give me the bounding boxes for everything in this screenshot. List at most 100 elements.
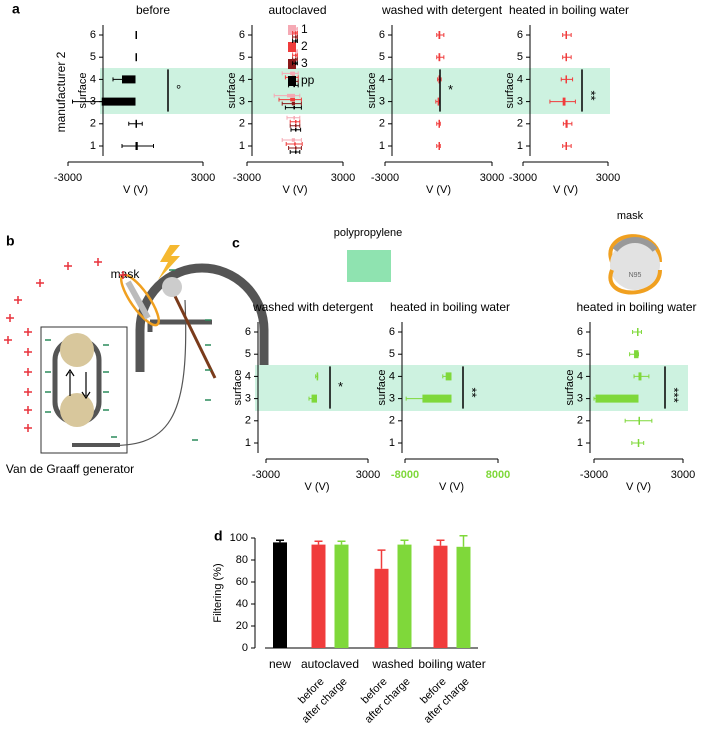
x-axis-label: V (V) (123, 184, 148, 196)
y-axis-label: surface (376, 369, 388, 405)
roller (60, 333, 94, 367)
bar (135, 53, 137, 62)
mask-icon (608, 234, 662, 295)
x-axis-label: V (V) (553, 184, 578, 196)
y-tick-label: 1 (90, 140, 96, 152)
electrode (162, 277, 182, 297)
x-tick-label: 3000 (356, 469, 380, 481)
y-tick-label: 1 (517, 140, 523, 152)
y-tick-label: 4 (577, 370, 583, 382)
y-tick-label: 5 (239, 51, 245, 63)
plus-sign (24, 368, 32, 376)
y-tick-label: 2 (517, 118, 523, 130)
plus-sign (24, 424, 32, 432)
y-tick-label: 1 (389, 437, 395, 449)
plus-sign (6, 314, 14, 322)
error-bar (285, 142, 303, 146)
x-tick-label: new (269, 657, 291, 671)
plus-sign (24, 406, 32, 414)
error-bar (562, 144, 572, 148)
significance-label: * (338, 379, 343, 394)
x-axis-label: V (V) (439, 481, 464, 493)
y-tick-label: 2 (577, 415, 583, 427)
error-bar (632, 330, 642, 334)
mask-shape (125, 280, 151, 320)
x-tick-label: -3000 (233, 172, 261, 184)
error-bar (278, 97, 302, 102)
chart-title: heated in boiling water (390, 300, 510, 314)
error-bar (337, 540, 346, 545)
legend-label: 2 (301, 39, 308, 53)
x-tick-label: autoclaved (301, 657, 359, 671)
bar (311, 544, 326, 648)
error-bar (562, 55, 572, 60)
y-tick-label: 3 (389, 393, 395, 405)
y-tick-label: 6 (517, 29, 523, 41)
plus-sign (24, 328, 32, 336)
y-tick-label: 5 (389, 348, 395, 360)
x-tick-label: 3000 (671, 469, 695, 481)
y-tick-label: 3 (517, 96, 523, 108)
error-bar (273, 93, 301, 98)
legend-swatch (288, 25, 296, 35)
y-tick-label: 6 (389, 326, 395, 338)
x-tick-label: washed (371, 657, 413, 671)
legend-swatch (347, 250, 391, 282)
y-tick-label: 0 (242, 642, 248, 654)
x-tick-label: 3000 (331, 172, 355, 184)
legend-label: mask (617, 210, 644, 222)
significance-label: ** (465, 388, 480, 398)
chart-title: before (136, 3, 170, 17)
mask-body (610, 240, 660, 290)
error-bar (436, 539, 445, 546)
error-bar (281, 101, 302, 106)
plus-sign (119, 271, 127, 279)
error-bar (314, 540, 323, 545)
highlight-band (255, 365, 688, 411)
significance-label: ** (584, 91, 599, 101)
legend-label: 1 (301, 22, 308, 36)
y-tick-label: 4 (90, 73, 96, 85)
error-bar (436, 55, 445, 60)
y-tick-label: 2 (239, 118, 245, 130)
row-label: manufacturer 2 (54, 51, 68, 132)
y-tick-label: 3 (577, 393, 583, 405)
y-tick-label: 80 (236, 554, 248, 566)
x-tick-label: -3000 (580, 469, 608, 481)
error-bar (292, 31, 298, 35)
error-bar (292, 39, 298, 43)
y-tick-label: 6 (245, 326, 251, 338)
y-tick-label: 5 (517, 51, 523, 63)
error-bar (276, 539, 284, 543)
error-bar (633, 374, 650, 379)
x-tick-label: -8000 (391, 469, 419, 481)
error-bar (562, 121, 573, 126)
bar (374, 568, 389, 648)
bar (433, 545, 448, 648)
error-bar (292, 53, 298, 58)
error-bar (289, 123, 301, 128)
bar (135, 31, 137, 39)
x-tick-label: -3000 (252, 469, 280, 481)
mask-body (612, 237, 658, 252)
bar (595, 394, 639, 403)
error-bar (292, 61, 298, 66)
error-bar (128, 121, 143, 126)
error-bar (405, 396, 440, 401)
legend-label: pp (301, 73, 315, 87)
bar (397, 544, 412, 648)
y-tick-label: 2 (389, 415, 395, 427)
error-bar (286, 115, 301, 120)
error-bar (442, 374, 450, 379)
y-tick-label: 2 (245, 415, 251, 427)
legend-label: polypropylene (334, 227, 403, 239)
y-tick-label: 5 (379, 51, 385, 63)
x-tick-label: -3000 (371, 172, 399, 184)
error-bar (400, 539, 409, 545)
error-bar (315, 374, 319, 379)
error-bar (436, 144, 441, 148)
error-bar (459, 535, 468, 547)
y-tick-label: 5 (90, 51, 96, 63)
diagram-label: mask (111, 267, 141, 281)
